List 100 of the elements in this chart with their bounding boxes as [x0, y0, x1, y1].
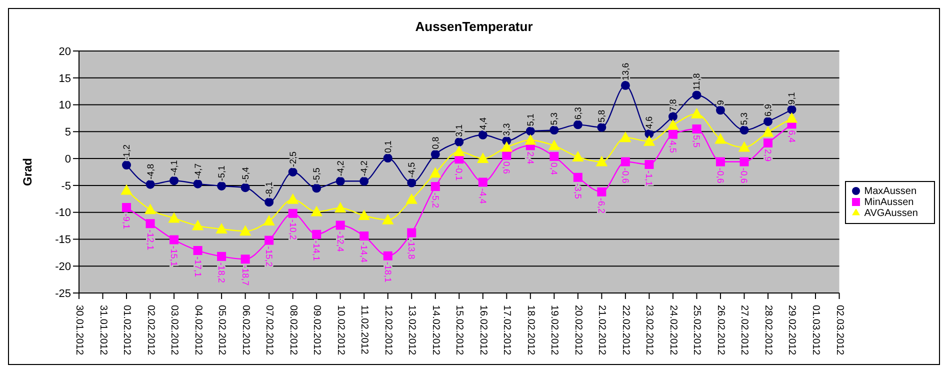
point — [644, 160, 654, 169]
point — [526, 126, 535, 136]
point — [596, 156, 608, 166]
y-axis-title: Grad — [20, 158, 34, 186]
data-label: -4,7 — [192, 163, 203, 179]
data-label: 4,6 — [644, 116, 654, 129]
x-tick-label: 19.02.2012 — [548, 305, 560, 356]
data-label: -0,1 — [454, 165, 464, 181]
data-label: 7,8 — [668, 99, 678, 112]
data-label: 5,3 — [549, 112, 560, 126]
point — [716, 106, 725, 115]
x-tick-label: 01.03.2012 — [810, 305, 822, 356]
point — [763, 116, 772, 126]
x-tick-label: 02.03.2012 — [834, 305, 845, 356]
legend-label: MaxAussen — [864, 186, 917, 196]
data-label: -17,1 — [192, 256, 203, 278]
point — [454, 146, 465, 156]
y-tick-label: 20 — [58, 46, 71, 58]
point — [287, 194, 298, 204]
data-label: -4,2 — [359, 160, 370, 176]
point — [550, 152, 559, 161]
point — [168, 212, 180, 223]
y-tick-label: 15 — [58, 72, 71, 85]
data-label: -3,5 — [572, 183, 583, 199]
x-tick-label: 02.02.2012 — [144, 305, 156, 356]
point — [170, 176, 179, 186]
point — [264, 198, 274, 207]
point — [358, 210, 370, 220]
data-label: 3,1 — [454, 124, 464, 137]
data-label: -12,4 — [335, 231, 346, 252]
data-label: -2,5 — [288, 151, 298, 167]
data-label: 0,4 — [549, 162, 560, 175]
x-tick-label: 03.02.2012 — [168, 305, 180, 356]
x-tick-label: 11.02.2012 — [358, 305, 370, 355]
point — [193, 246, 202, 256]
point — [573, 172, 582, 182]
x-tick-label: 21.02.2012 — [596, 305, 608, 356]
data-label: -14,1 — [312, 240, 322, 261]
point — [122, 202, 132, 212]
data-label: 2,9 — [762, 148, 773, 162]
point — [714, 134, 726, 144]
data-label: -18,1 — [382, 262, 393, 282]
data-label: 6,4 — [786, 130, 797, 143]
x-tick-label: 31.01.2012 — [97, 305, 108, 356]
point — [430, 182, 440, 192]
point — [548, 140, 560, 150]
data-label: -18,2 — [216, 262, 227, 283]
data-label: -5,5 — [312, 168, 322, 184]
data-label: 5,8 — [596, 110, 607, 122]
point — [692, 124, 702, 134]
data-label: 6,3 — [572, 107, 583, 120]
point — [597, 187, 606, 196]
point — [240, 226, 251, 236]
x-tick-label: 24.02.2012 — [667, 305, 678, 356]
point — [193, 179, 202, 188]
data-label: 5,3 — [739, 112, 750, 126]
data-label: 4,4 — [478, 117, 488, 130]
point — [667, 120, 678, 130]
point — [738, 142, 750, 152]
data-label: 0,6 — [502, 161, 512, 174]
x-tick-label: 23.02.2012 — [644, 305, 655, 356]
point — [620, 157, 630, 166]
point — [644, 136, 655, 146]
point — [740, 157, 749, 166]
x-tick-label: 15.02.2012 — [454, 305, 465, 356]
chart-title: AussenTemperatur — [414, 18, 534, 36]
y-tick-label: -5 — [61, 180, 71, 192]
data-label: 5,1 — [525, 114, 536, 126]
point — [406, 194, 418, 204]
data-label: 0,1 — [382, 140, 393, 154]
x-tick-label: 08.02.2012 — [287, 305, 298, 356]
point — [217, 181, 226, 190]
x-tick-label: 18.02.2012 — [524, 305, 536, 356]
point — [146, 180, 155, 189]
data-label: 4,5 — [668, 140, 678, 153]
data-label: -5,4 — [240, 167, 250, 183]
data-label: -4,5 — [406, 162, 417, 178]
data-label: -18,7 — [240, 265, 250, 286]
point — [597, 122, 606, 132]
data-label: 9,1 — [786, 92, 797, 105]
data-label: -12,1 — [145, 230, 156, 250]
x-tick-label: 10.02.2012 — [334, 305, 346, 356]
point — [170, 235, 179, 244]
x-tick-label: 25.02.2012 — [691, 305, 702, 356]
data-label: 5,5 — [692, 134, 702, 148]
point — [478, 130, 488, 140]
point — [336, 176, 345, 186]
data-label: -4,1 — [169, 160, 180, 176]
data-label: -5,1 — [216, 165, 227, 181]
point — [477, 153, 488, 164]
point — [763, 138, 772, 148]
point — [383, 154, 392, 163]
point — [288, 168, 298, 176]
x-tick-label: 16.02.2012 — [477, 305, 488, 356]
x-tick-label: 09.02.2012 — [311, 305, 322, 356]
data-label: -8,1 — [264, 182, 274, 198]
x-tick-label: 04.02.2012 — [192, 305, 204, 356]
point — [692, 90, 702, 100]
point — [620, 132, 631, 142]
point — [360, 231, 369, 240]
